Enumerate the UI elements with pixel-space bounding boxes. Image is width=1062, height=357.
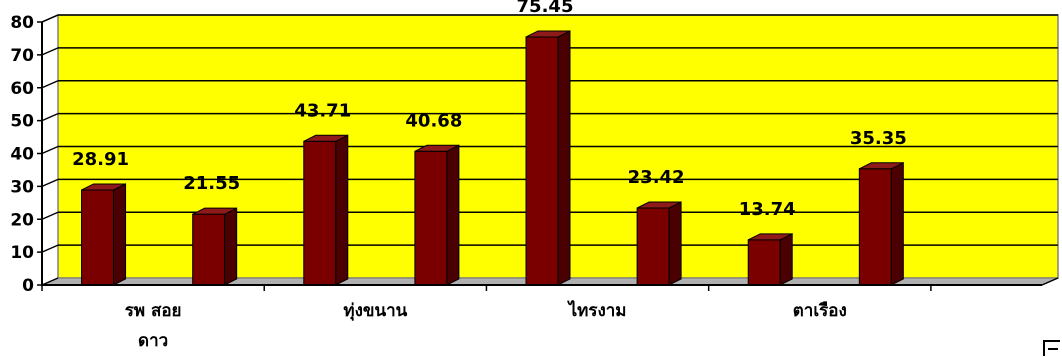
bar-side <box>557 30 571 286</box>
category-label: รพ สอย <box>125 301 182 321</box>
grid-diagonal <box>41 112 59 122</box>
bar <box>636 201 682 286</box>
grid-diagonal <box>41 244 59 253</box>
bar-top <box>636 201 682 209</box>
data-label: 35.35 <box>850 128 907 149</box>
y-tick-label: 20 <box>10 210 34 230</box>
bar <box>192 207 238 286</box>
y-tick-label: 50 <box>10 112 34 132</box>
bar-front <box>192 213 226 286</box>
bar-front <box>636 207 670 286</box>
bar-front <box>303 140 337 286</box>
data-label: 28.91 <box>72 149 129 170</box>
category-label: ทุ่งขนาน <box>343 301 407 321</box>
data-labels: 28.91 21.55 43.71 40.68 75.45 23.42 13.74 35.35 <box>72 0 907 220</box>
bar-side <box>779 233 793 286</box>
bar <box>525 30 571 286</box>
category-label: ไทรงาม <box>567 300 627 321</box>
bar <box>858 161 904 286</box>
bar-front <box>81 189 115 286</box>
bar <box>303 134 349 286</box>
bar-side <box>335 134 349 286</box>
category-label: ดาว <box>138 331 168 351</box>
data-label: 75.45 <box>517 0 574 17</box>
y-tick-label: 0 <box>22 276 34 296</box>
y-tick-label: 80 <box>10 13 34 33</box>
y-tick-label: 40 <box>10 145 34 165</box>
bar-side <box>113 183 127 286</box>
data-label: 23.42 <box>628 167 685 188</box>
bar-front <box>414 150 448 286</box>
grid-diagonal <box>41 277 59 286</box>
bar-side <box>224 207 238 286</box>
bar <box>414 144 460 286</box>
bar-top <box>81 183 126 191</box>
data-label: 40.68 <box>405 110 462 131</box>
corner-icon <box>1043 340 1060 356</box>
x-axis-end <box>1041 277 1059 286</box>
bar-top <box>747 233 793 241</box>
bar-side <box>668 201 682 286</box>
grid-diagonal <box>41 80 59 89</box>
bar-top <box>859 162 904 170</box>
y-tick-label: 10 <box>10 243 34 263</box>
bar-top <box>303 134 349 142</box>
category-label: ตาเรือง <box>793 300 847 321</box>
grid-diagonal <box>41 178 59 188</box>
grid-diagonal <box>41 145 59 155</box>
bar-side <box>446 144 460 286</box>
y-tick-label: 30 <box>10 177 34 197</box>
grid-diagonal <box>41 47 59 56</box>
bar-front <box>747 239 781 286</box>
y-tick-label: 70 <box>10 46 34 66</box>
bar-front <box>858 168 892 286</box>
bar <box>747 233 793 286</box>
data-label: 43.71 <box>294 100 351 121</box>
bar-top <box>525 30 571 38</box>
data-label: 21.55 <box>183 173 240 194</box>
bar-side <box>890 161 904 286</box>
bar-front <box>525 36 559 286</box>
y-axis: 0 10 20 30 40 50 60 70 80 <box>10 13 59 296</box>
bar <box>81 183 127 286</box>
bars <box>81 30 904 286</box>
y-axis-top <box>41 14 59 23</box>
y-tick-label: 60 <box>10 79 34 99</box>
data-label: 13.74 <box>739 199 796 220</box>
x-axis <box>41 277 1059 291</box>
bar-top <box>192 207 237 215</box>
grid-diagonal <box>41 211 59 220</box>
bar-top <box>414 144 460 152</box>
